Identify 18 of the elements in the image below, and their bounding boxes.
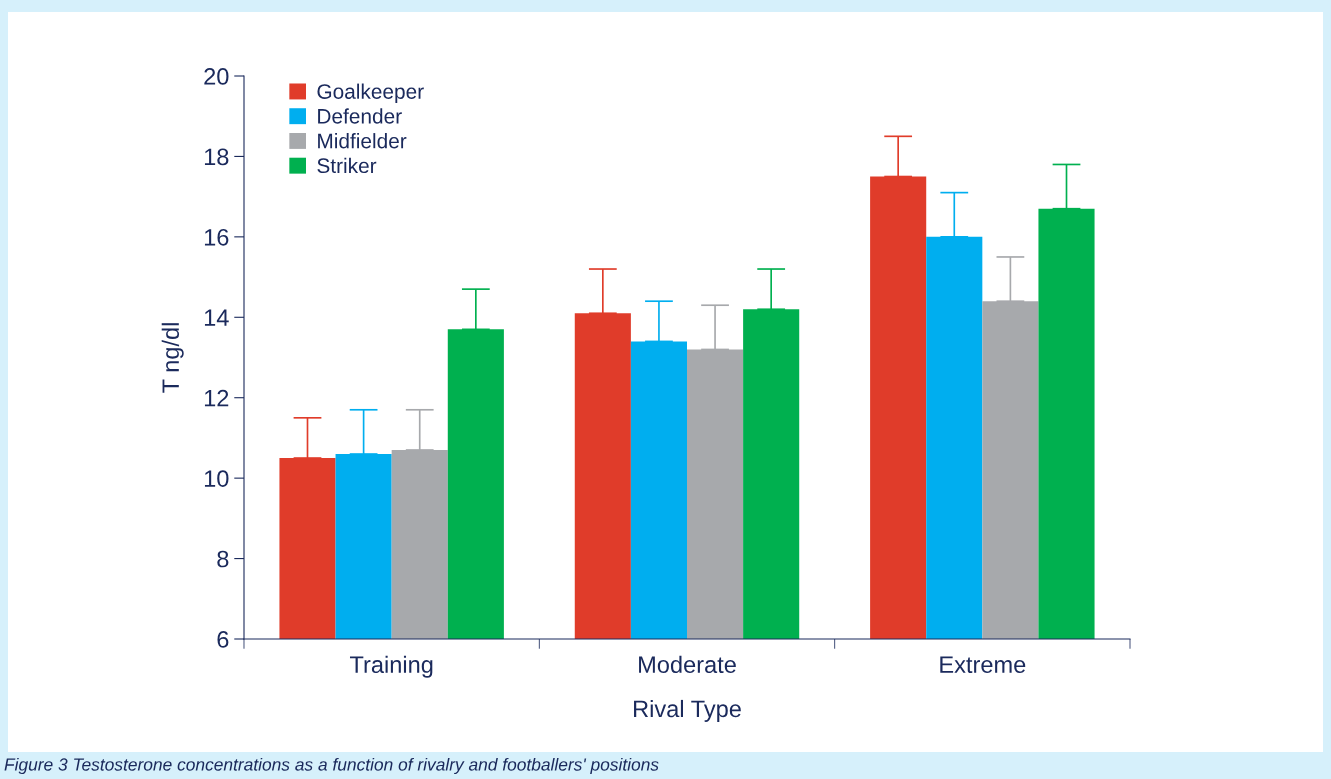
y-tick-label: 6 <box>217 631 229 648</box>
caption: Figure 3 Testosterone concentrations as a function of rivalry and footballers' positions <box>4 757 659 775</box>
legend-label: Goalkeeper <box>317 83 424 104</box>
x-tick-label: Extreme <box>940 656 1026 674</box>
legend-label: Defender <box>318 108 402 124</box>
x-tick-label: Moderate <box>639 655 736 674</box>
y-axis-title: T ng/dl <box>161 323 184 393</box>
y-tick-label: 18 <box>204 148 229 166</box>
y-tick-label: 12 <box>204 389 229 407</box>
y-tick-label: 14 <box>204 309 229 326</box>
x-tick-label: Training <box>349 655 433 678</box>
y-tick-label: 10 <box>204 470 229 487</box>
legend-label: Striker <box>317 157 377 174</box>
y-tick-label: 8 <box>217 550 229 568</box>
y-tick-label: 16 <box>204 228 229 246</box>
x-axis-title: Rival Type <box>634 699 741 722</box>
legend-label: Midfielder <box>318 133 407 149</box>
y-tick-label: 20 <box>204 68 229 85</box>
